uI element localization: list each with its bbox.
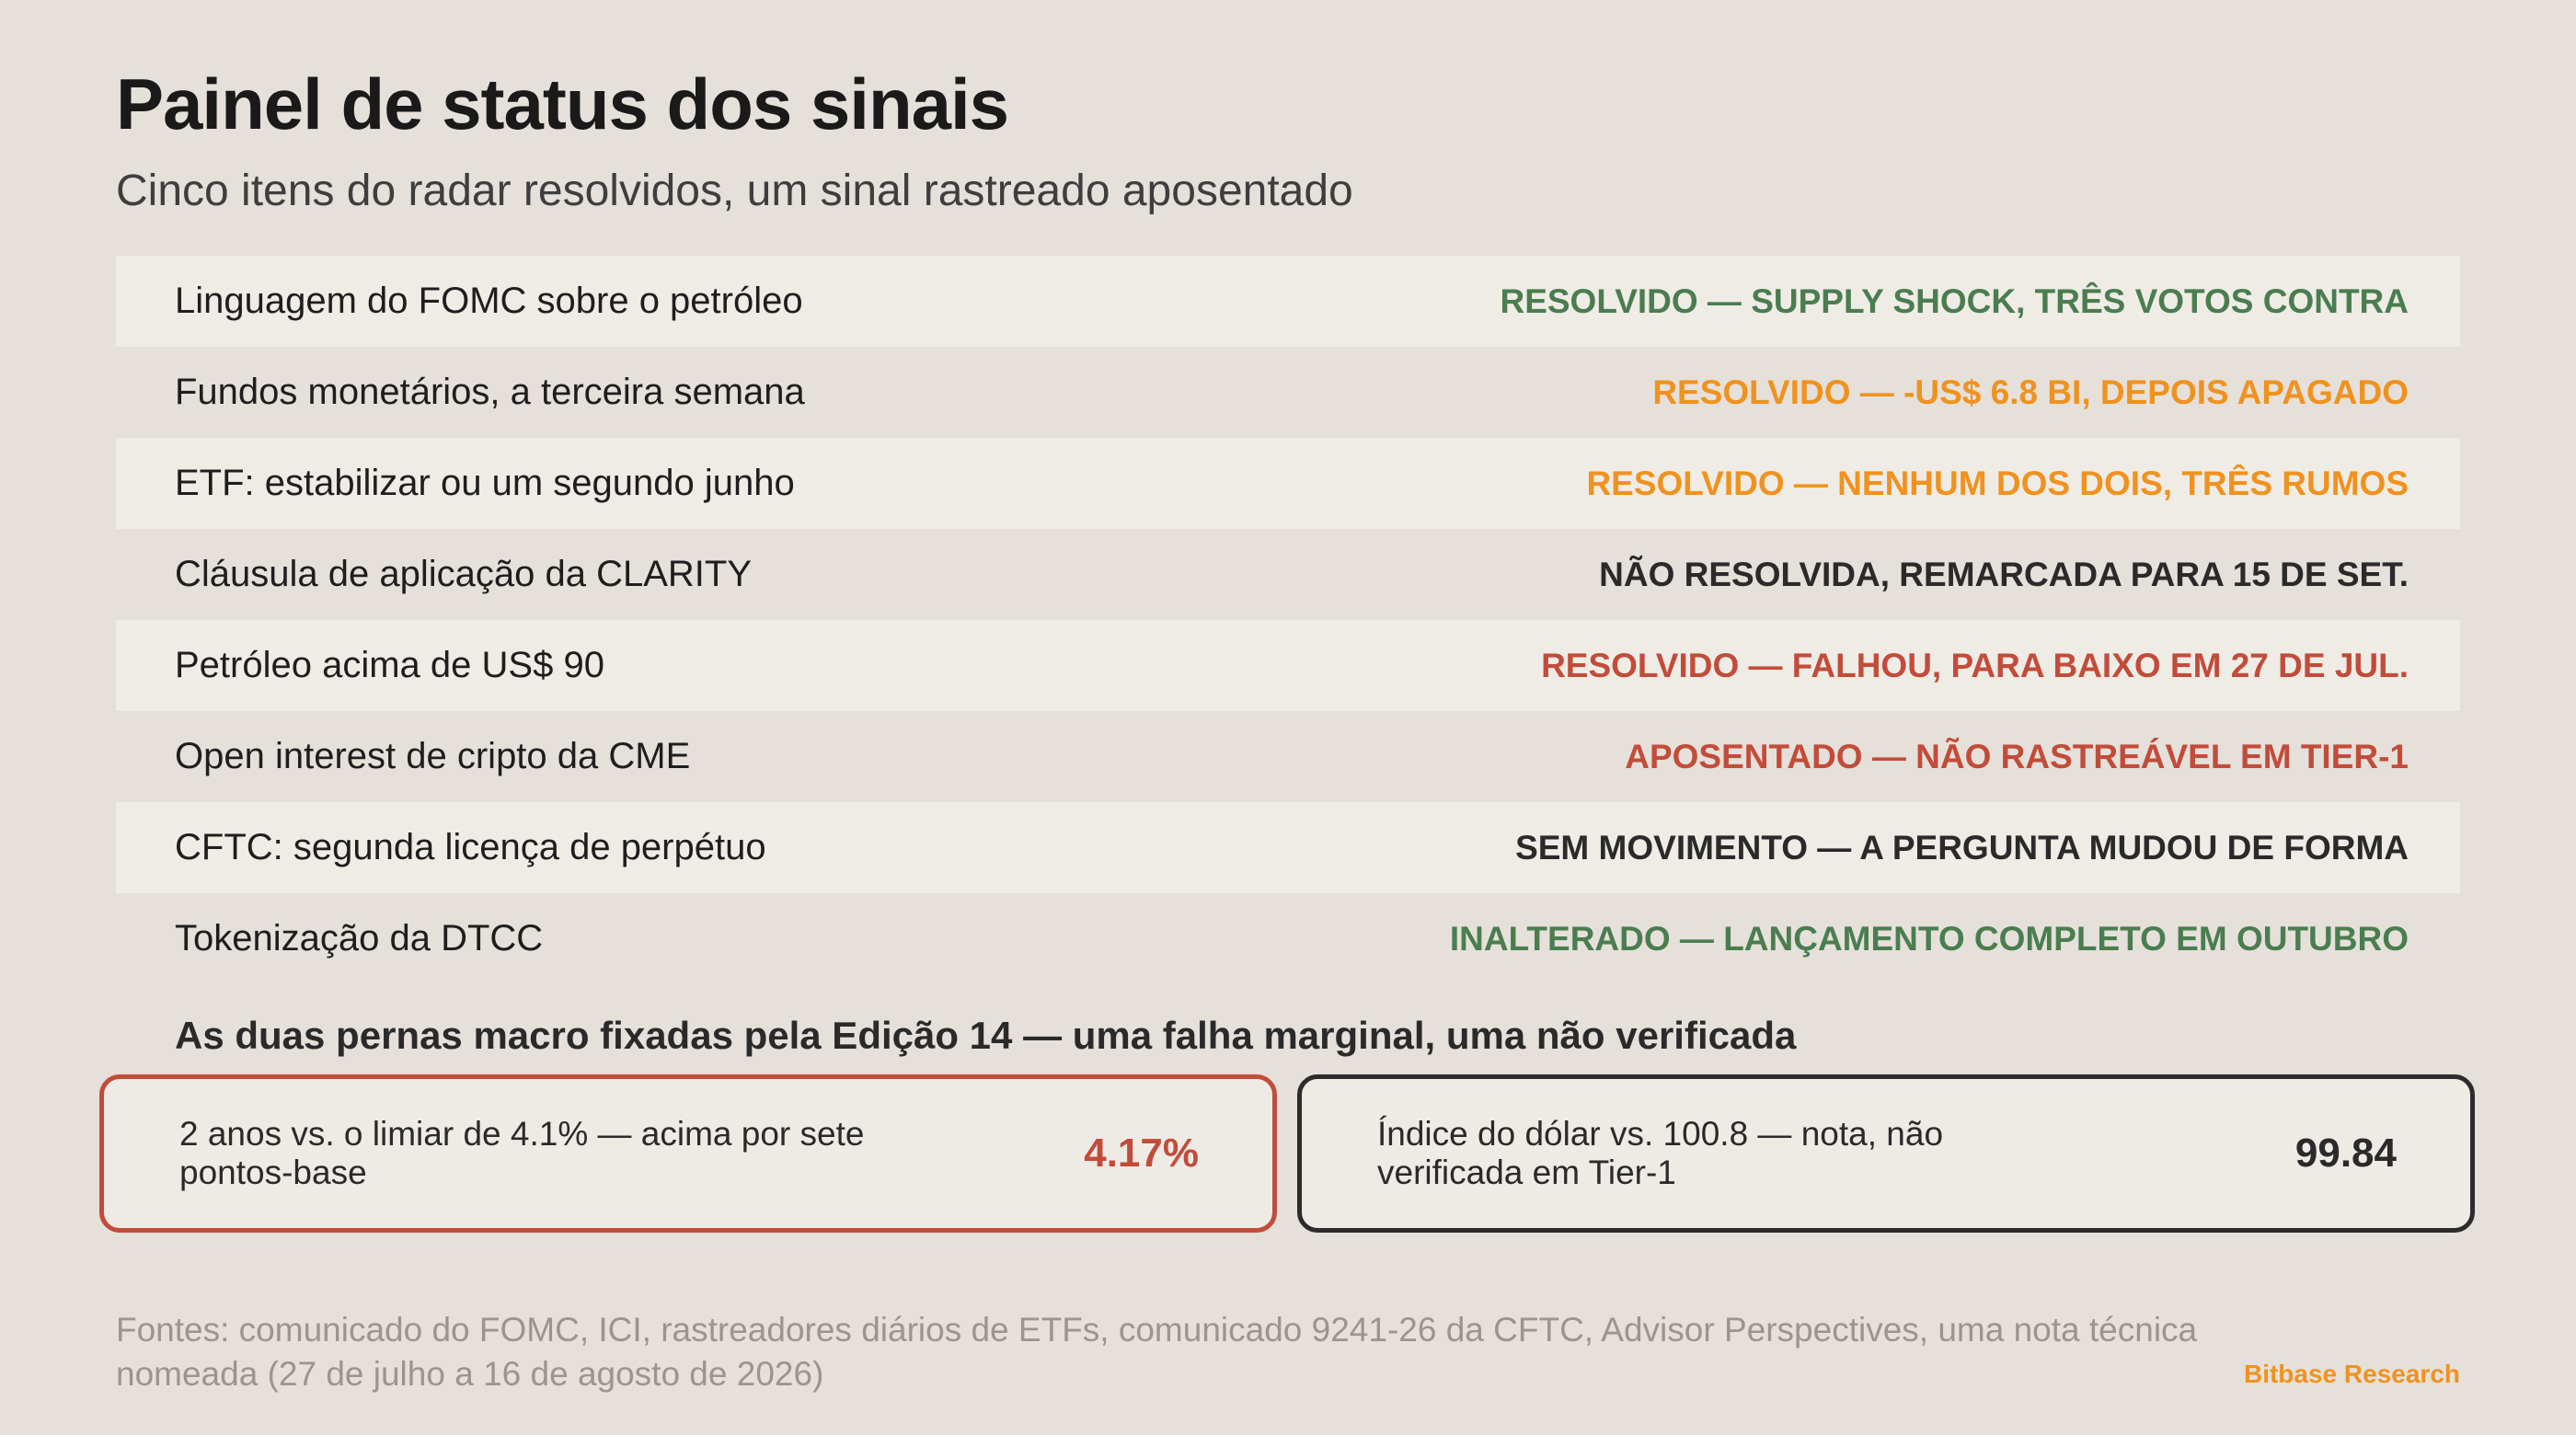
page-subtitle: Cinco itens do radar resolvidos, um sina… bbox=[116, 166, 1353, 215]
leg-value: 4.17% bbox=[1084, 1131, 1199, 1176]
leg-description: Índice do dólar vs. 100.8 — nota, não ve… bbox=[1377, 1115, 1944, 1191]
sources-note: Fontes: comunicado do FOMC, ICI, rastrea… bbox=[116, 1311, 2198, 1393]
item-label: CFTC: segunda licença de perpétuo bbox=[175, 827, 766, 867]
macro-leg-two-year: 2 anos vs. o limiar de 4.1% — acima por … bbox=[99, 1074, 1277, 1233]
status-row-fomc-oil: Linguagem do FOMC sobre o petróleo RESOL… bbox=[116, 256, 2460, 347]
item-status: RESOLVIDO — -US$ 6.8 BI, DEPOIS APAGADO bbox=[1652, 373, 2409, 411]
item-status: INALTERADO — LANÇAMENTO COMPLETO EM OUTU… bbox=[1449, 919, 2409, 958]
status-row-cme-oi: Open interest de cripto da CME APOSENTAD… bbox=[116, 711, 2460, 802]
item-label: Cláusula de aplicação da CLARITY bbox=[175, 554, 753, 594]
item-status: RESOLVIDO — FALHOU, PARA BAIXO EM 27 DE … bbox=[1541, 646, 2409, 684]
item-label: Fundos monetários, a terceira semana bbox=[175, 372, 805, 412]
item-label: Linguagem do FOMC sobre o petróleo bbox=[175, 281, 803, 321]
status-row-cftc-perp: CFTC: segunda licença de perpétuo SEM MO… bbox=[116, 802, 2460, 893]
status-row-etf: ETF: estabilizar ou um segundo junho RES… bbox=[116, 438, 2460, 529]
leg-description: 2 anos vs. o limiar de 4.1% — acima por … bbox=[179, 1115, 865, 1191]
status-row-clarity: Cláusula de aplicação da CLARITY NÃO RES… bbox=[116, 529, 2460, 620]
item-status: RESOLVIDO — NENHUM DOS DOIS, TRÊS RUMOS bbox=[1586, 464, 2409, 502]
item-label: Petróleo acima de US$ 90 bbox=[175, 645, 604, 685]
status-row-dtcc: Tokenização da DTCC INALTERADO — LANÇAME… bbox=[116, 893, 2460, 984]
status-list: Linguagem do FOMC sobre o petróleo RESOL… bbox=[116, 256, 2460, 984]
status-row-oil-90: Petróleo acima de US$ 90 RESOLVIDO — FAL… bbox=[116, 620, 2460, 711]
brand-label: Bitbase Research bbox=[2243, 1360, 2460, 1388]
item-label: Tokenização da DTCC bbox=[175, 918, 544, 959]
macro-leg-dollar-index: Índice do dólar vs. 100.8 — nota, não ve… bbox=[1297, 1074, 2475, 1233]
item-status: SEM MOVIMENTO — A PERGUNTA MUDOU DE FORM… bbox=[1515, 828, 2409, 867]
status-row-money-funds: Fundos monetários, a terceira semana RES… bbox=[116, 347, 2460, 438]
item-label: Open interest de cripto da CME bbox=[175, 736, 691, 776]
page-title: Painel de status dos sinais bbox=[116, 63, 1009, 144]
macro-heading: As duas pernas macro fixadas pela Edição… bbox=[175, 1014, 1797, 1057]
leg-value: 99.84 bbox=[2294, 1131, 2397, 1176]
item-status: NÃO RESOLVIDA, REMARCADA PARA 15 DE SET. bbox=[1599, 555, 2409, 593]
item-status: APOSENTADO — NÃO RASTREÁVEL EM TIER-1 bbox=[1625, 737, 2409, 775]
item-label: ETF: estabilizar ou um segundo junho bbox=[175, 463, 795, 503]
item-status: RESOLVIDO — SUPPLY SHOCK, TRÊS VOTOS CON… bbox=[1500, 281, 2409, 320]
